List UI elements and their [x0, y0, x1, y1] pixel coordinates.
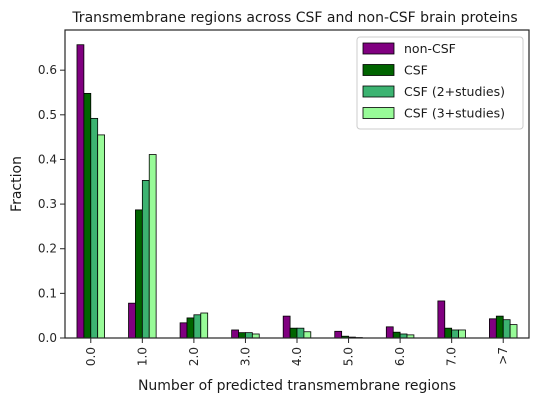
y-tick-label: 0.5 — [38, 108, 57, 122]
bar-3-8 — [451, 329, 459, 339]
bar-3-7 — [399, 333, 408, 339]
bar-2-5 — [289, 327, 298, 339]
bar-1-7 — [385, 326, 394, 339]
x-tick-label: 0.0 — [84, 347, 98, 366]
bar-4-9 — [509, 324, 518, 339]
bar-4-3 — [200, 312, 209, 339]
y-tick-label: 0.2 — [38, 242, 57, 256]
x-tick-label: 1.0 — [135, 347, 149, 366]
bar-1-9 — [489, 318, 497, 339]
bar-2-7 — [392, 331, 401, 339]
bar-3-4 — [245, 332, 253, 339]
bar-3-1 — [90, 117, 99, 339]
legend-swatch — [362, 64, 395, 76]
legend-label: CSF — [404, 63, 428, 78]
y-tick-label: 0.4 — [38, 152, 57, 166]
bar-4-5 — [303, 331, 312, 339]
chart-title: Transmembrane regions across CSF and non… — [71, 10, 517, 26]
bar-3-3 — [193, 314, 202, 339]
bar-4-2 — [148, 154, 157, 339]
bar-2-2 — [135, 209, 143, 339]
bar-1-4 — [231, 329, 239, 339]
bar-4-8 — [458, 329, 466, 339]
x-tick-label: >7 — [496, 347, 510, 365]
bar-1-8 — [437, 300, 446, 339]
bar-2-4 — [238, 332, 246, 339]
bar-2-1 — [83, 92, 92, 339]
bar-3-9 — [502, 319, 511, 339]
plot-frame — [64, 29, 530, 339]
bar-2-3 — [186, 317, 195, 339]
y-tick-label: 0.0 — [38, 331, 57, 345]
x-tick-label: 6.0 — [393, 347, 407, 366]
legend-label: CSF (3+studies) — [404, 106, 505, 121]
y-axis: 0.0 0.1 0.2 0.3 0.4 0.5 0.6 — [38, 63, 65, 345]
legend-swatch — [362, 42, 395, 55]
y-axis-label: Fraction — [9, 156, 25, 212]
legend: non-CSF CSF CSF (2+studies) CSF (3+studies) — [356, 36, 524, 130]
legend-swatch — [362, 107, 395, 119]
bar-3-2 — [141, 180, 150, 339]
y-tick-label: 0.1 — [38, 286, 57, 300]
bar-1-6 — [334, 330, 343, 339]
x-axis-label: Number of predicted transmembrane region… — [138, 378, 456, 394]
bar-4-1 — [97, 134, 105, 339]
bar-4-4 — [251, 333, 260, 339]
bar-1-3 — [179, 322, 188, 339]
bar-2-8 — [444, 327, 453, 339]
legend-swatch — [362, 85, 395, 98]
legend-box — [356, 36, 524, 130]
y-tick-label: 0.3 — [38, 197, 57, 211]
x-tick-label: 7.0 — [445, 347, 459, 366]
x-tick-label: 3.0 — [238, 347, 252, 366]
x-tick-label: 2.0 — [187, 347, 201, 366]
bar-1-1 — [76, 44, 85, 339]
bars-group — [76, 44, 518, 339]
x-axis: 0.0 1.0 2.0 3.0 4.0 5.0 6.0 7.0 >7 — [84, 338, 510, 366]
x-tick-label: 4.0 — [290, 347, 304, 366]
x-tick-label: 5.0 — [342, 347, 356, 366]
y-tick-label: 0.6 — [38, 63, 57, 77]
legend-label: CSF (2+studies) — [404, 84, 505, 99]
bar-2-9 — [495, 315, 504, 339]
bar-1-5 — [282, 315, 291, 339]
bar-3-5 — [296, 327, 305, 339]
bar-1-2 — [128, 302, 136, 339]
legend-label: non-CSF — [404, 41, 456, 56]
